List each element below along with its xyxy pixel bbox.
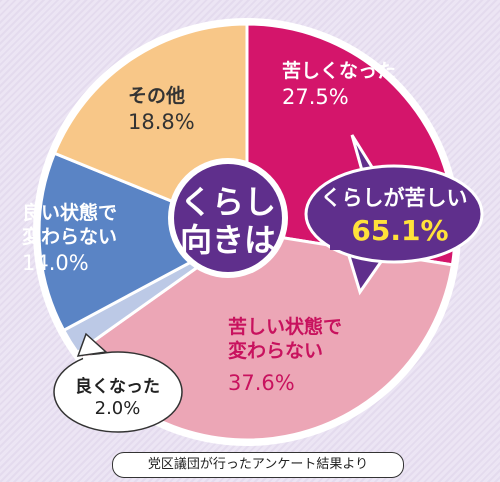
- callout-value: 65.1%: [351, 214, 448, 247]
- slice-name: その他: [128, 85, 186, 107]
- slice-name: 良くなった: [75, 377, 160, 397]
- slice-value: 2.0%: [94, 398, 141, 420]
- slice-value: 37.6%: [228, 370, 295, 395]
- center-label-line1: くらし: [180, 183, 276, 221]
- pie-slice-3: [37, 151, 249, 332]
- slice-name-line2: 変わらない: [228, 339, 324, 362]
- footer-note: 党区議団が行ったアンケート結果より: [112, 452, 404, 478]
- slice-label-kurushiku-natta: 苦しくなった 27.5%: [282, 60, 396, 110]
- callout-tail-join: [330, 236, 396, 250]
- slice-value: 27.5%: [282, 84, 349, 109]
- slice-name: 苦しくなった: [282, 60, 397, 82]
- center-circle: [174, 164, 282, 272]
- slice-name-line1: 苦しい状態で: [228, 316, 343, 338]
- slice-name-line2: 変わらない: [22, 225, 118, 248]
- slice-label-yoku-natta: 良くなった 2.0%: [75, 377, 160, 421]
- small-bubble-tail: [76, 332, 108, 357]
- small-bubble: [53, 351, 183, 433]
- slice-value: 18.8%: [128, 109, 195, 134]
- slice-label-kurushii-kawaranai: 苦しい状態で 変わらない 37.6%: [228, 316, 342, 396]
- slice-name-line1: 良い状態で: [22, 202, 118, 224]
- callout-text: くらしが苦しい: [321, 186, 468, 210]
- center-label-line2: 向きは: [180, 221, 276, 259]
- slice-value: 14.0%: [22, 250, 89, 275]
- small-bubble-tail-mask: [82, 354, 105, 360]
- slice-label-yoi-kawaranai: 良い状態で 変わらない 14.0%: [22, 202, 117, 276]
- slice-label-sonota: その他 18.8%: [128, 85, 195, 135]
